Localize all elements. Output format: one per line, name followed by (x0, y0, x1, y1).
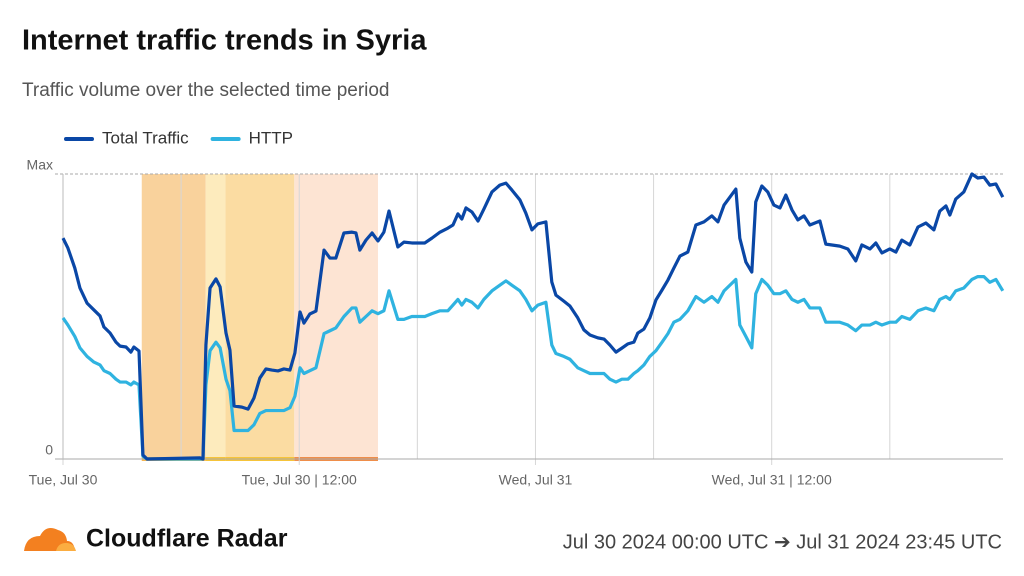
x-tick-label: Tue, Jul 30 | 12:00 (242, 472, 357, 488)
shaded-range (141, 174, 206, 459)
shaded-range (205, 174, 226, 459)
date-range: Jul 30 2024 00:00 UTC ➔ Jul 31 2024 23:4… (563, 531, 1002, 553)
series-line (61, 172, 1005, 461)
legend-label: Total Traffic (102, 128, 189, 147)
x-tick-label: Tue, Jul 30 (29, 472, 98, 488)
series-line (61, 275, 1005, 461)
y-tick-label: Max (27, 157, 53, 173)
x-tick-label: Wed, Jul 31 (499, 472, 573, 488)
chart-title: Internet traffic trends in Syria (22, 25, 427, 57)
brand: Cloudflare Radar (86, 525, 288, 553)
y-tick-label: 0 (45, 442, 53, 458)
x-tick-label: Wed, Jul 31 | 12:00 (712, 472, 832, 488)
chart-subtitle: Traffic volume over the selected time pe… (22, 80, 390, 101)
legend-label: HTTP (249, 128, 293, 147)
brand-logo (24, 528, 76, 551)
